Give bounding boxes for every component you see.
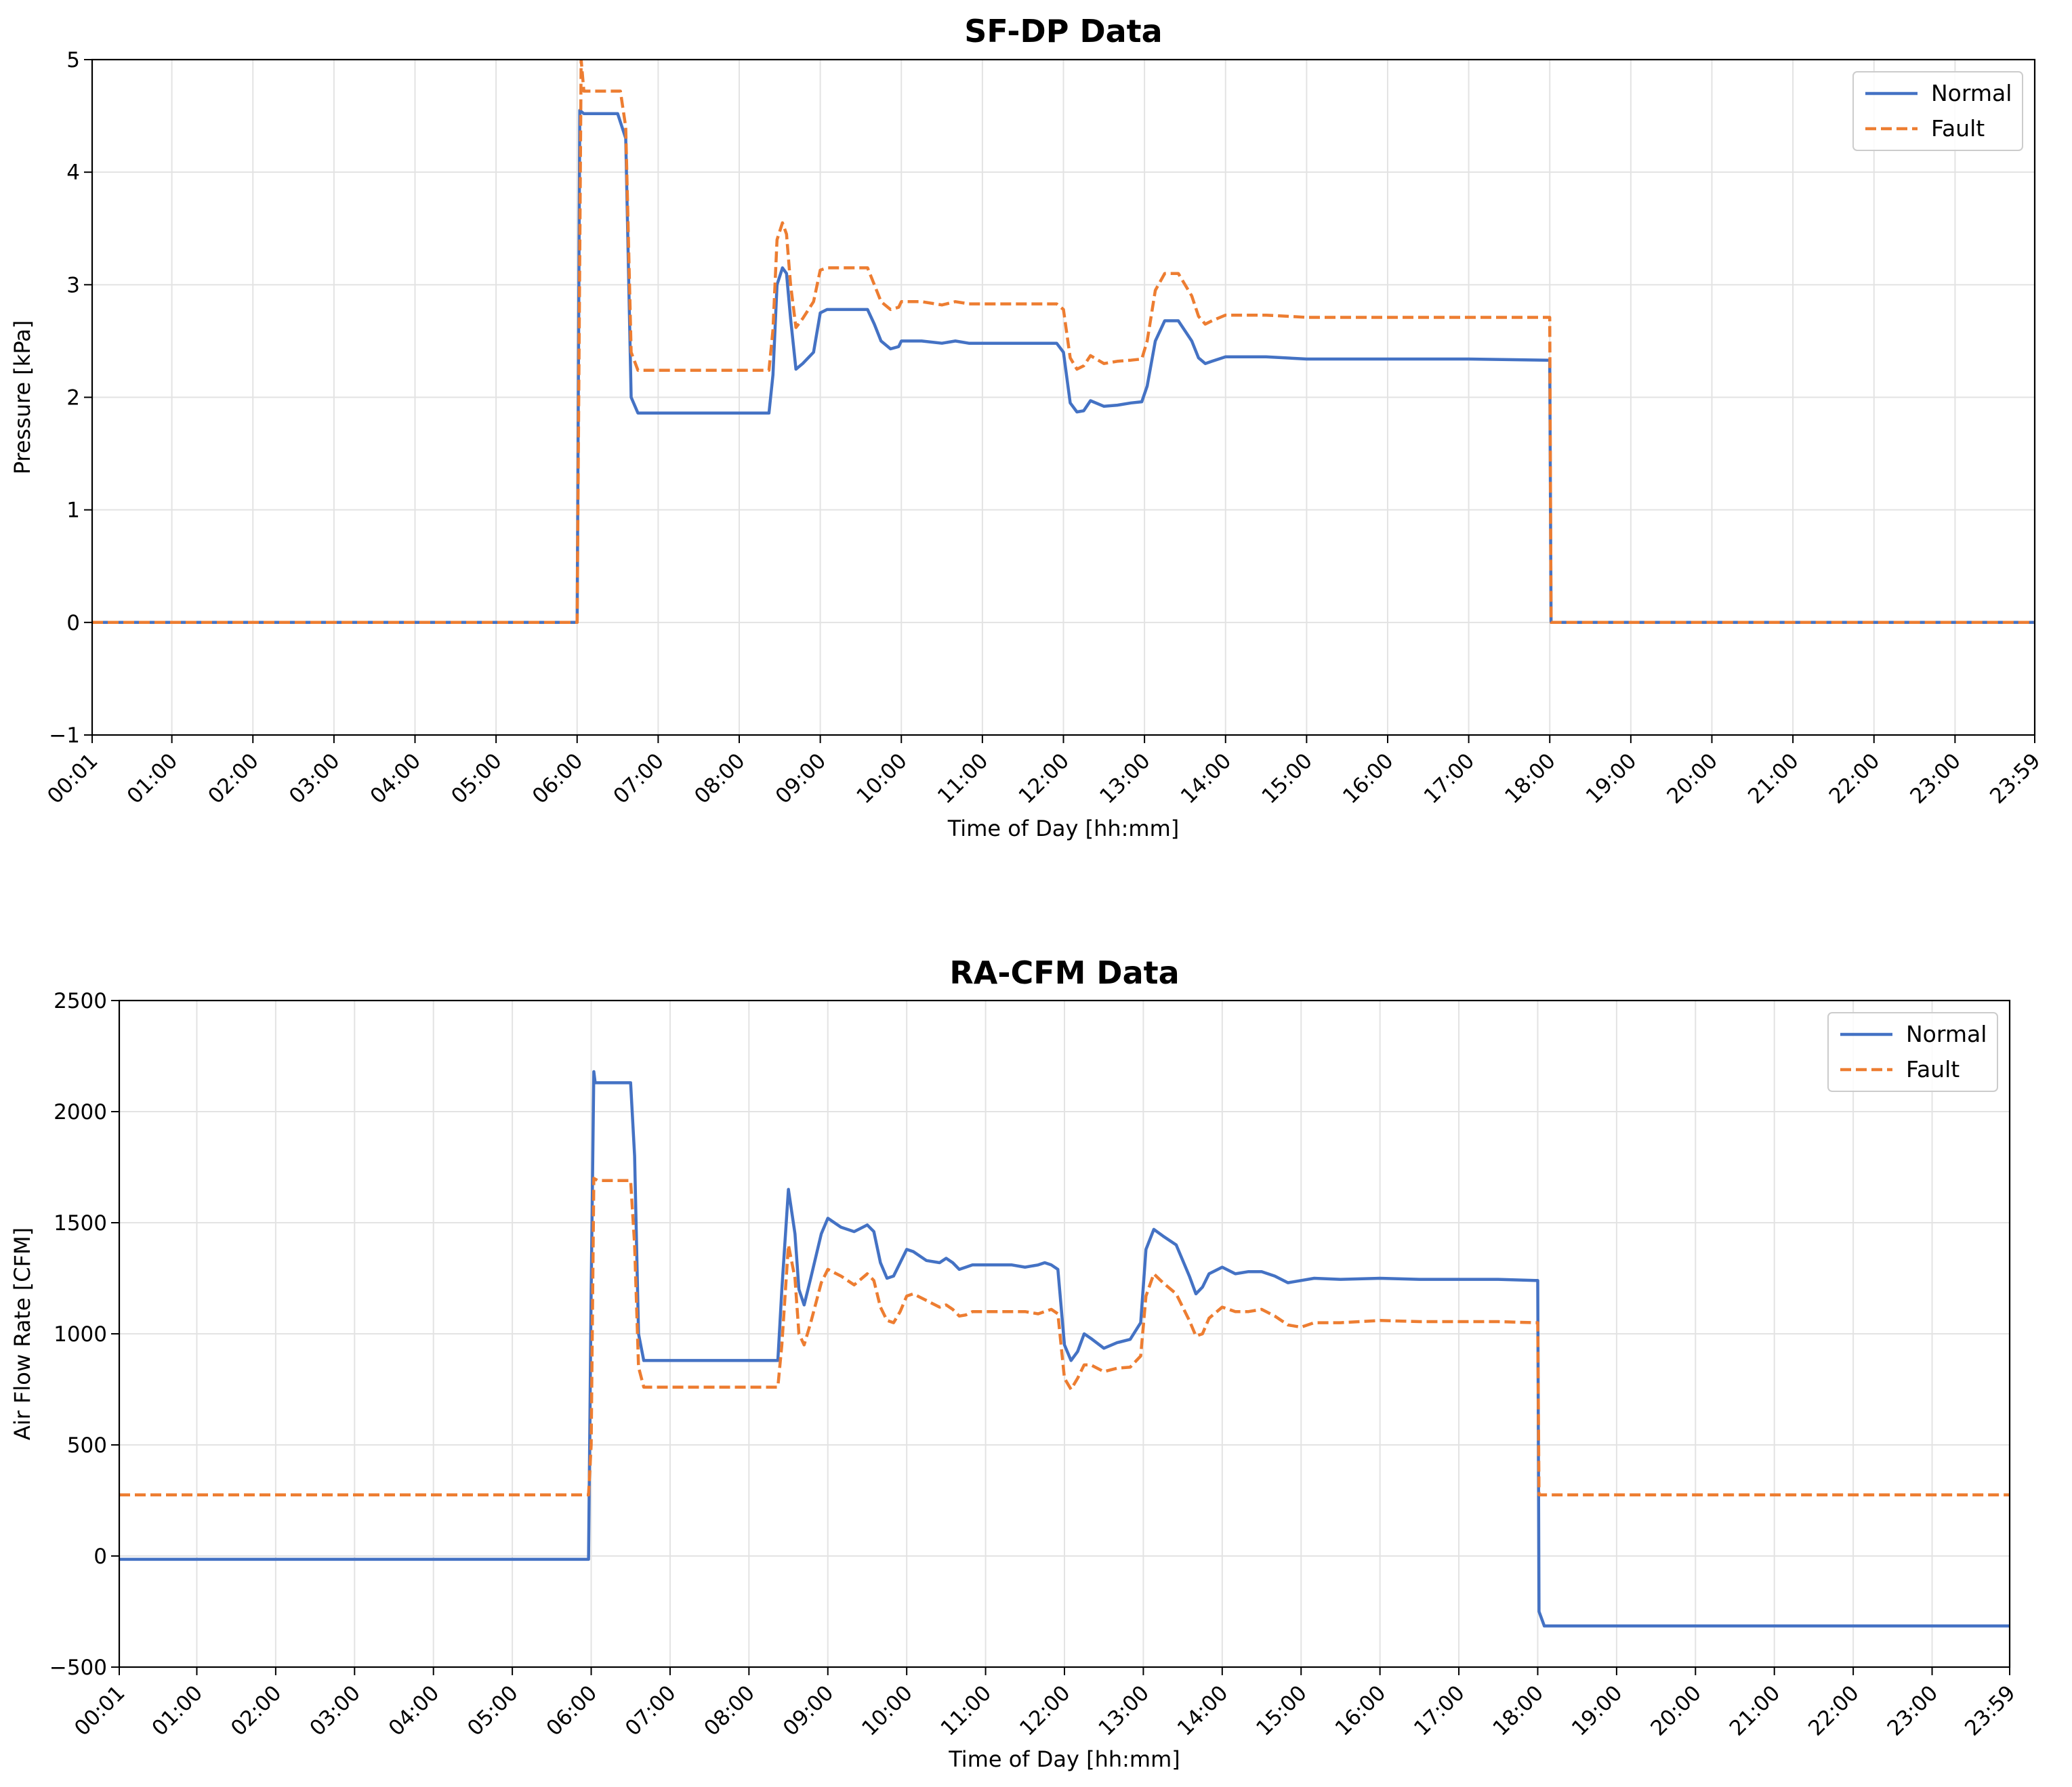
legend: Normal Fault xyxy=(1827,1012,1998,1092)
x-axis-label: Time of Day [hh:mm] xyxy=(947,816,1180,841)
y-tick-label: −500 xyxy=(49,1656,107,1680)
y-tick-label: −1 xyxy=(49,723,80,748)
series-line-normal xyxy=(92,108,2035,625)
legend-label-normal: Normal xyxy=(1931,80,2012,106)
y-tick-label: 2 xyxy=(66,386,80,411)
x-axis-label: Time of Day [hh:mm] xyxy=(948,1746,1180,1772)
y-tick-label: 4 xyxy=(66,161,80,185)
legend-box xyxy=(1827,1012,1998,1092)
y-tick-label: 3 xyxy=(66,273,80,297)
legend-box xyxy=(1852,71,2023,151)
legend-label-normal: Normal xyxy=(1906,1021,1987,1047)
legend-label-fault: Fault xyxy=(1931,115,1985,142)
y-tick-label: 1500 xyxy=(54,1211,107,1236)
series-line-fault xyxy=(92,60,2035,625)
y-axis-label: Air Flow Rate [CFM] xyxy=(9,1227,35,1440)
legend-label-fault: Fault xyxy=(1906,1056,1960,1082)
y-tick-label: 2000 xyxy=(54,1100,107,1124)
chart-title: RA-CFM Data xyxy=(949,954,1179,991)
chart-title: SF-DP Data xyxy=(964,13,1162,49)
y-tick-label: 500 xyxy=(67,1433,107,1458)
y-tick-label: 1000 xyxy=(54,1322,107,1347)
y-tick-label: 5 xyxy=(66,48,80,72)
series-line-normal xyxy=(119,1070,2010,1628)
y-tick-label: 0 xyxy=(94,1544,107,1569)
y-tick-label: 2500 xyxy=(54,989,107,1013)
series-line-fault xyxy=(119,1177,2010,1497)
y-tick-label: 0 xyxy=(66,611,80,635)
legend: Normal Fault xyxy=(1852,71,2023,151)
y-axis-label: Pressure [kPa] xyxy=(9,320,35,475)
y-tick-label: 1 xyxy=(66,499,80,523)
